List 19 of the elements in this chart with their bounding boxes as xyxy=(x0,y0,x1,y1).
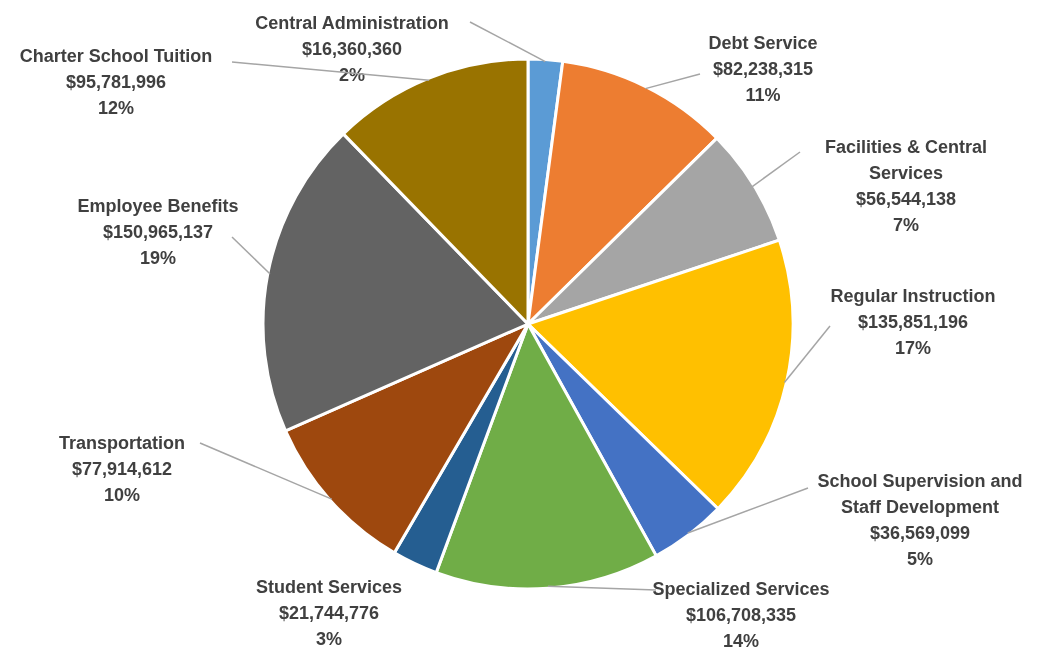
data-label: $21,744,776 3% xyxy=(278,603,380,649)
slice-label: Specialized Services xyxy=(652,579,830,599)
slice-label: Regular Instruction xyxy=(830,286,996,306)
data-label: $150,965,137 19% xyxy=(102,222,214,268)
data-label: $36,569,099 5% xyxy=(869,523,971,569)
slice-label: Transportation xyxy=(58,433,186,453)
data-label: $82,238,315 11% xyxy=(712,59,814,105)
data-label: $77,914,612 10% xyxy=(71,459,173,505)
data-label: $135,851,196 17% xyxy=(857,312,969,358)
data-label: $95,781,996 12% xyxy=(65,72,167,118)
legend-label: Facilities & Central Services xyxy=(824,137,988,183)
slice-label: Debt Service xyxy=(708,33,818,53)
data-label: $106,708,335 14% xyxy=(685,605,797,651)
data-label: $56,544,138 7% xyxy=(855,189,957,235)
slice-label: Charter School Tuition xyxy=(19,46,213,66)
slice-label: Student Services xyxy=(255,577,403,597)
slice-label: Central Administration xyxy=(255,13,449,33)
slice-label: Employee Benefits xyxy=(77,196,239,216)
slice-label: School Supervision and Staff Development xyxy=(817,471,1023,517)
